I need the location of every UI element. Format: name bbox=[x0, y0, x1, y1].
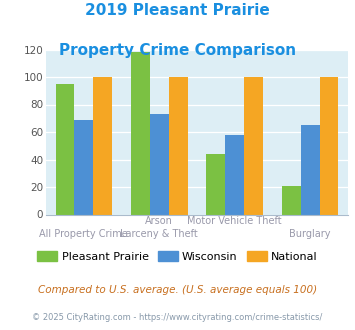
Bar bbox=[282, 185, 301, 214]
Text: Property Crime Comparison: Property Crime Comparison bbox=[59, 43, 296, 58]
Text: Larceny & Theft: Larceny & Theft bbox=[120, 229, 198, 239]
Text: © 2025 CityRating.com - https://www.cityrating.com/crime-statistics/: © 2025 CityRating.com - https://www.city… bbox=[32, 314, 323, 322]
Bar bbox=[150, 114, 169, 214]
Bar bbox=[207, 154, 225, 214]
Bar bbox=[301, 125, 320, 214]
Bar bbox=[75, 120, 93, 214]
Bar bbox=[320, 77, 338, 214]
Bar bbox=[169, 77, 187, 214]
Bar bbox=[93, 77, 112, 214]
Bar bbox=[244, 77, 263, 214]
Text: Burglary: Burglary bbox=[289, 229, 331, 239]
Bar bbox=[56, 84, 75, 214]
Text: All Property Crime: All Property Crime bbox=[39, 229, 128, 239]
Text: 2019 Pleasant Prairie: 2019 Pleasant Prairie bbox=[85, 3, 270, 18]
Bar bbox=[225, 135, 244, 214]
Bar bbox=[131, 52, 150, 214]
Text: Motor Vehicle Theft: Motor Vehicle Theft bbox=[187, 216, 282, 226]
Text: Compared to U.S. average. (U.S. average equals 100): Compared to U.S. average. (U.S. average … bbox=[38, 285, 317, 295]
Text: Arson: Arson bbox=[145, 216, 173, 226]
Legend: Pleasant Prairie, Wisconsin, National: Pleasant Prairie, Wisconsin, National bbox=[33, 247, 322, 266]
